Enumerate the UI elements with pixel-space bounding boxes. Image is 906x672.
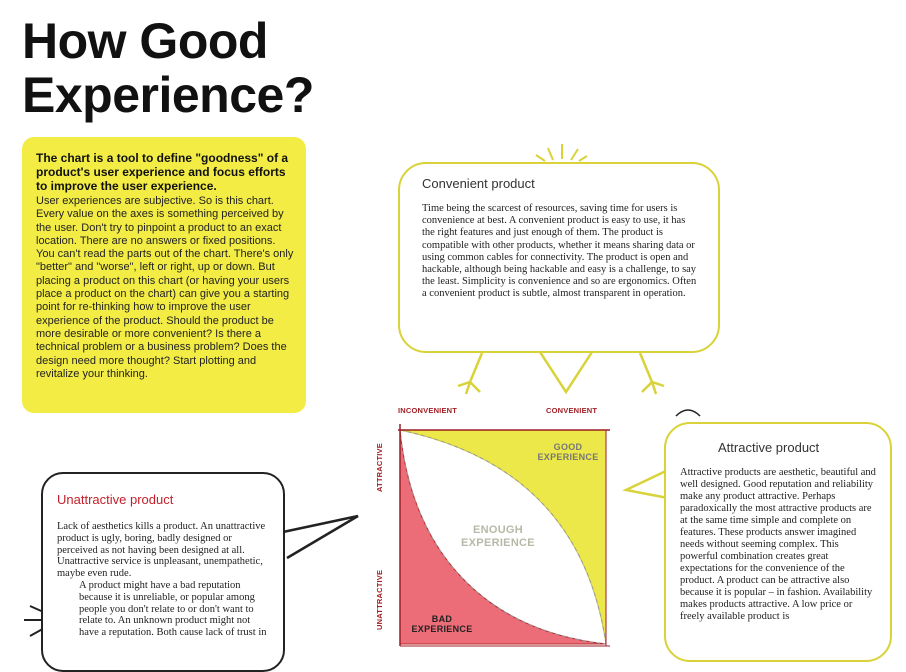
attractive-text: Attractive products are aesthetic, beaut… [680,467,876,622]
chart-canvas [398,424,610,647]
intro-box: The chart is a tool to define "goodness"… [22,137,306,413]
unattractive-tail [282,514,359,560]
unattractive-text-1: Lack of aesthetics kills a product. An u… [57,521,266,580]
region-bad-label: BAD EXPERIENCE [411,614,473,634]
unattractive-title: Unattractive product [57,492,174,507]
convenient-feet-icon [457,352,665,395]
convenient-bubble: Convenient product Time being the scarce… [398,162,720,353]
x-axis-right-label: CONVENIENT [546,406,598,415]
good-boundary-dash [399,429,607,645]
y-axis-bottom-label: UNATTRACTIVE [375,569,384,630]
page-title: How Good Experience? [22,14,314,122]
attractive-tail [622,468,669,500]
convenient-text: Time being the scarcest of resources, sa… [422,203,697,300]
y-axis-top-label: ATTRACTIVE [375,443,384,492]
convenient-title: Convenient product [422,176,535,191]
unattractive-bubble: Unattractive product Lack of aesthetics … [41,472,285,672]
attractive-bubble: Attractive product Attractive products a… [664,422,892,662]
unattractive-text-2: A product might have a bad reputation be… [79,579,267,639]
attractive-title: Attractive product [718,440,820,455]
region-enough-label: ENOUGH EXPERIENCE [461,524,535,549]
sun-spikes-icon [535,144,588,162]
region-good-label: GOOD EXPERIENCE [537,442,599,462]
intro-body: User experiences are subjective. So is t… [36,195,294,380]
convenient-tail [538,351,594,395]
title-line-1: How Good [22,13,268,69]
title-line-2: Experience? [22,67,314,123]
intro-lead: The chart is a tool to define "goodness"… [36,151,289,193]
x-axis-left-label: INCONVENIENT [398,406,458,415]
bad-boundary-dash [399,429,607,645]
experience-chart: INCONVENIENT CONVENIENT ATTRACTIVE UNATT… [375,400,622,652]
